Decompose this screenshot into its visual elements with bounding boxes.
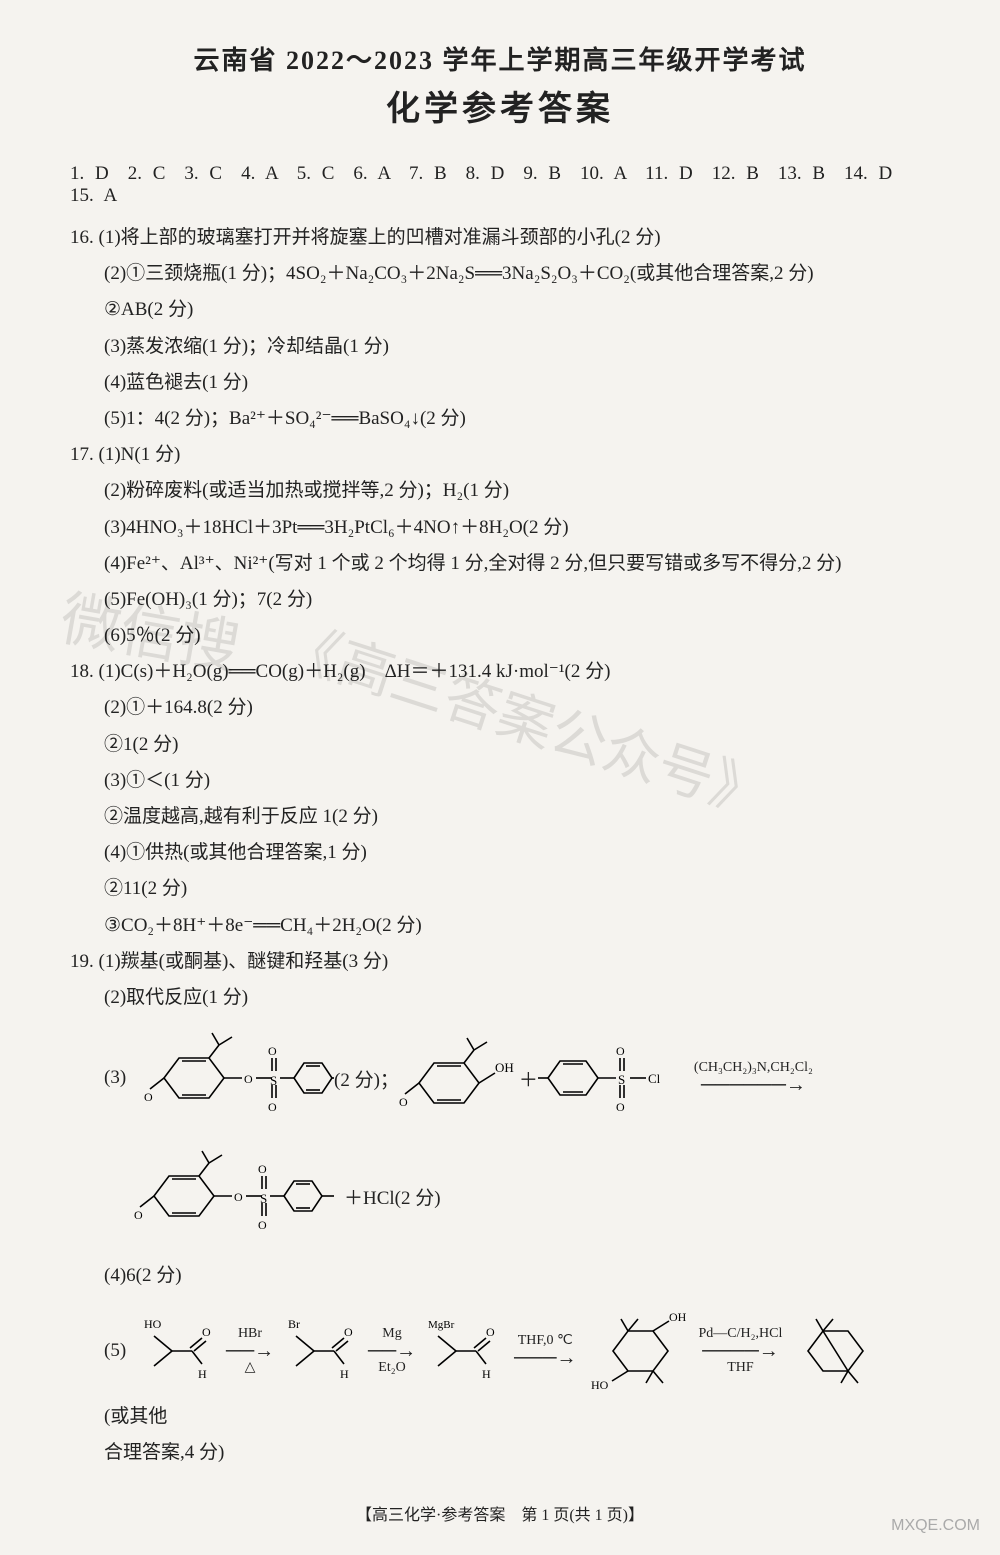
page-title-line1: 云南省 2022～2023 学年上学期高三年级开学考试	[70, 40, 930, 77]
svg-text:H: H	[340, 1367, 349, 1381]
molecule-start-aldehyde: HO O H	[144, 1306, 214, 1396]
svg-text:S: S	[618, 1072, 625, 1087]
q17-5: (5)Fe(OH)₃(1 分)；7(2 分)	[70, 583, 930, 617]
q16-3: (3)蒸发浓缩(1 分)；冷却结晶(1 分)	[70, 330, 930, 364]
arrow-shaft-icon: ──→	[226, 1341, 274, 1361]
molecule-sulfonate-ester: O O S O O	[144, 1023, 334, 1133]
svg-text:HO: HO	[591, 1378, 609, 1392]
page-title-line2: 化学参考答案	[70, 81, 930, 130]
svg-text:O: O	[134, 1208, 143, 1222]
svg-text:H: H	[198, 1367, 207, 1381]
molecule-bromo-aldehyde: Br O H	[286, 1306, 356, 1396]
q18-3b: ②温度越高,越有利于反应 1(2 分)	[70, 800, 930, 834]
q19-3-mid: (2 分)；	[334, 1065, 399, 1092]
arrow-2-bot: △	[245, 1361, 256, 1375]
q18-4a: (4)①供热(或其他合理答案,1 分)	[70, 836, 930, 870]
svg-text:Br: Br	[288, 1317, 300, 1331]
multiple-choice-answers: 1. D 2. C 3. C 4. A 5. C 6. A 7. B 8. D …	[70, 158, 930, 207]
q19-5-row: (5) HO O H HBr ──→ △ Br	[70, 1301, 930, 1428]
arrow-shaft-icon: ────→	[702, 1341, 779, 1361]
molecule-diol-cyclohexane: OH HO	[583, 1301, 693, 1401]
q18-4c: ③CO₂＋8H⁺＋8e⁻══CH₄＋2H₂O(2 分)	[70, 909, 930, 943]
svg-text:S: S	[260, 1191, 267, 1206]
q16-5: (5)1：4(2 分)；Ba²⁺＋SO₄²⁻══BaSO₄↓(2 分)	[70, 402, 930, 436]
svg-text:OH: OH	[669, 1310, 687, 1324]
svg-text:O: O	[268, 1044, 277, 1058]
svg-text:O: O	[234, 1190, 243, 1204]
q19-3-tail: ＋HCl(2 分)	[344, 1183, 441, 1210]
svg-text:O: O	[399, 1095, 408, 1109]
svg-text:O: O	[268, 1100, 277, 1114]
q17-3: (3)4HNO₃＋18HCl＋3Pt══3H₂PtCl₆＋4NO↑＋8H₂O(2…	[70, 511, 930, 545]
arrow-1-label: (CH₃CH₂)₃N,CH₂Cl₂	[694, 1061, 813, 1075]
arrow-5-top: Pd—C/H₂,HCl	[699, 1327, 783, 1341]
q18-4b: ②11(2 分)	[70, 872, 930, 906]
svg-text:H: H	[482, 1367, 491, 1381]
arrow-2-top: HBr	[238, 1327, 262, 1341]
svg-text:HO: HO	[144, 1317, 162, 1331]
svg-text:O: O	[486, 1325, 495, 1339]
page: 微信搜 《高三答案公众号》 云南省 2022～2023 学年上学期高三年级开学考…	[0, 0, 1000, 1555]
svg-text:Cl: Cl	[648, 1071, 661, 1086]
reaction-arrow-4: THF,0 ℃ ───→	[514, 1334, 577, 1368]
arrow-shaft-icon: ──────→	[701, 1075, 806, 1095]
q18-3a: (3)①＜(1 分)	[70, 764, 930, 798]
q16-1: 16. (1)将上部的玻璃塞打开并将旋塞上的凹槽对准漏斗颈部的小孔(2 分)	[70, 221, 930, 255]
q19-4: (4)6(2 分)	[70, 1259, 930, 1293]
corner-watermark: MXQE.COM	[891, 1517, 980, 1535]
svg-text:O: O	[202, 1325, 211, 1339]
svg-text:S: S	[270, 1073, 277, 1088]
q17-4: (4)Fe²⁺、Al³⁺、Ni²⁺(写对 1 个或 2 个均得 1 分,全对得 …	[70, 547, 930, 581]
reaction-arrow-2: HBr ──→ △	[220, 1327, 280, 1375]
arrow-3-top: Mg	[382, 1327, 401, 1341]
arrow-5-bot: THF	[727, 1361, 753, 1375]
q19-5-tail: (或其他	[104, 1401, 167, 1428]
q17-6: (6)5％(2 分)	[70, 619, 930, 653]
page-footer: 【高三化学·参考答案 第 1 页(共 1 页)】	[70, 1501, 930, 1525]
q18-2b: ②1(2 分)	[70, 728, 930, 762]
q19-3-label: (3)	[104, 1067, 144, 1089]
plus-sign: ＋	[519, 1065, 538, 1092]
reaction-arrow-1: (CH₃CH₂)₃N,CH₂Cl₂ ──────→	[694, 1061, 813, 1095]
arrow-4-top: THF,0 ℃	[518, 1334, 573, 1348]
molecule-bicyclic-product	[788, 1306, 878, 1396]
molecule-phenol: O OH	[399, 1028, 519, 1128]
molecule-grignard: MgBr O H	[428, 1306, 508, 1396]
q19-2: (2)取代反应(1 分)	[70, 981, 930, 1015]
arrow-shaft-icon: ──→	[368, 1341, 416, 1361]
q19-5-label: (5)	[104, 1340, 144, 1362]
q19-3-row2: O O S O O ＋HCl(2 分)	[70, 1141, 930, 1251]
svg-text:O: O	[344, 1325, 353, 1339]
q19-1: 19. (1)羰基(或酮基)、醚键和羟基(3 分)	[70, 945, 930, 979]
reaction-arrow-5: Pd—C/H₂,HCl ────→ THF	[699, 1327, 783, 1375]
svg-text:O: O	[144, 1090, 153, 1104]
svg-text:MgBr: MgBr	[428, 1319, 455, 1331]
q18-1: 18. (1)C(s)＋H₂O(g)══CO(g)＋H₂(g) ΔH＝＋131.…	[70, 655, 930, 689]
q17-2: (2)粉碎废料(或适当加热或搅拌等,2 分)；H₂(1 分)	[70, 474, 930, 508]
q19-3-row1: (3) O O S O O (2 分)；	[70, 1023, 930, 1133]
svg-text:O: O	[616, 1100, 625, 1114]
reaction-arrow-3: Mg ──→ Et₂O	[362, 1327, 422, 1375]
q16-2a: (2)①三颈烧瓶(1 分)；4SO₂＋Na₂CO₃＋2Na₂S══3Na₂S₂O…	[70, 257, 930, 291]
molecule-sulfonyl-chloride: S O O Cl	[538, 1028, 688, 1128]
svg-text:O: O	[258, 1218, 267, 1232]
q18-2a: (2)①＋164.8(2 分)	[70, 691, 930, 725]
q19-5-line2: 合理答案,4 分)	[70, 1436, 930, 1470]
arrow-3-bot: Et₂O	[378, 1361, 405, 1375]
svg-text:O: O	[258, 1162, 267, 1176]
q17-1: 17. (1)N(1 分)	[70, 438, 930, 472]
arrow-shaft-icon: ───→	[514, 1348, 577, 1368]
svg-text:O: O	[244, 1072, 253, 1086]
svg-text:O: O	[616, 1044, 625, 1058]
molecule-product-ester: O O S O O	[134, 1141, 344, 1251]
svg-text:OH: OH	[495, 1060, 514, 1075]
q16-4: (4)蓝色褪去(1 分)	[70, 366, 930, 400]
q16-2b: ②AB(2 分)	[70, 293, 930, 327]
